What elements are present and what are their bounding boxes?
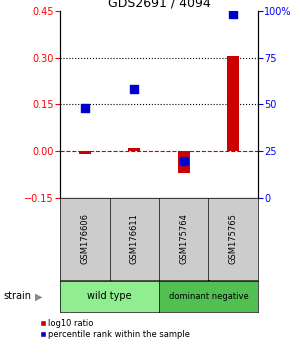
Text: GSM176611: GSM176611 (130, 213, 139, 264)
Point (132, 87, 137, 92)
Title: GDS2691 / 4094: GDS2691 / 4094 (108, 0, 210, 10)
Text: dominant negative: dominant negative (169, 292, 248, 301)
Point (82, 105, 87, 111)
Text: GSM176606: GSM176606 (80, 213, 89, 264)
Text: wild type: wild type (87, 291, 132, 302)
Text: strain: strain (3, 291, 31, 302)
Point (181, 158, 186, 164)
Text: ▶: ▶ (35, 291, 43, 302)
Legend: log10 ratio, percentile rank within the sample: log10 ratio, percentile rank within the … (40, 319, 190, 339)
Bar (79, 152, 91, 154)
Bar (178, 152, 190, 173)
Text: GSM175765: GSM175765 (229, 213, 238, 264)
Point (231, 12, 236, 17)
Bar (128, 148, 140, 152)
Bar (227, 56, 239, 152)
Text: GSM175764: GSM175764 (179, 213, 188, 264)
